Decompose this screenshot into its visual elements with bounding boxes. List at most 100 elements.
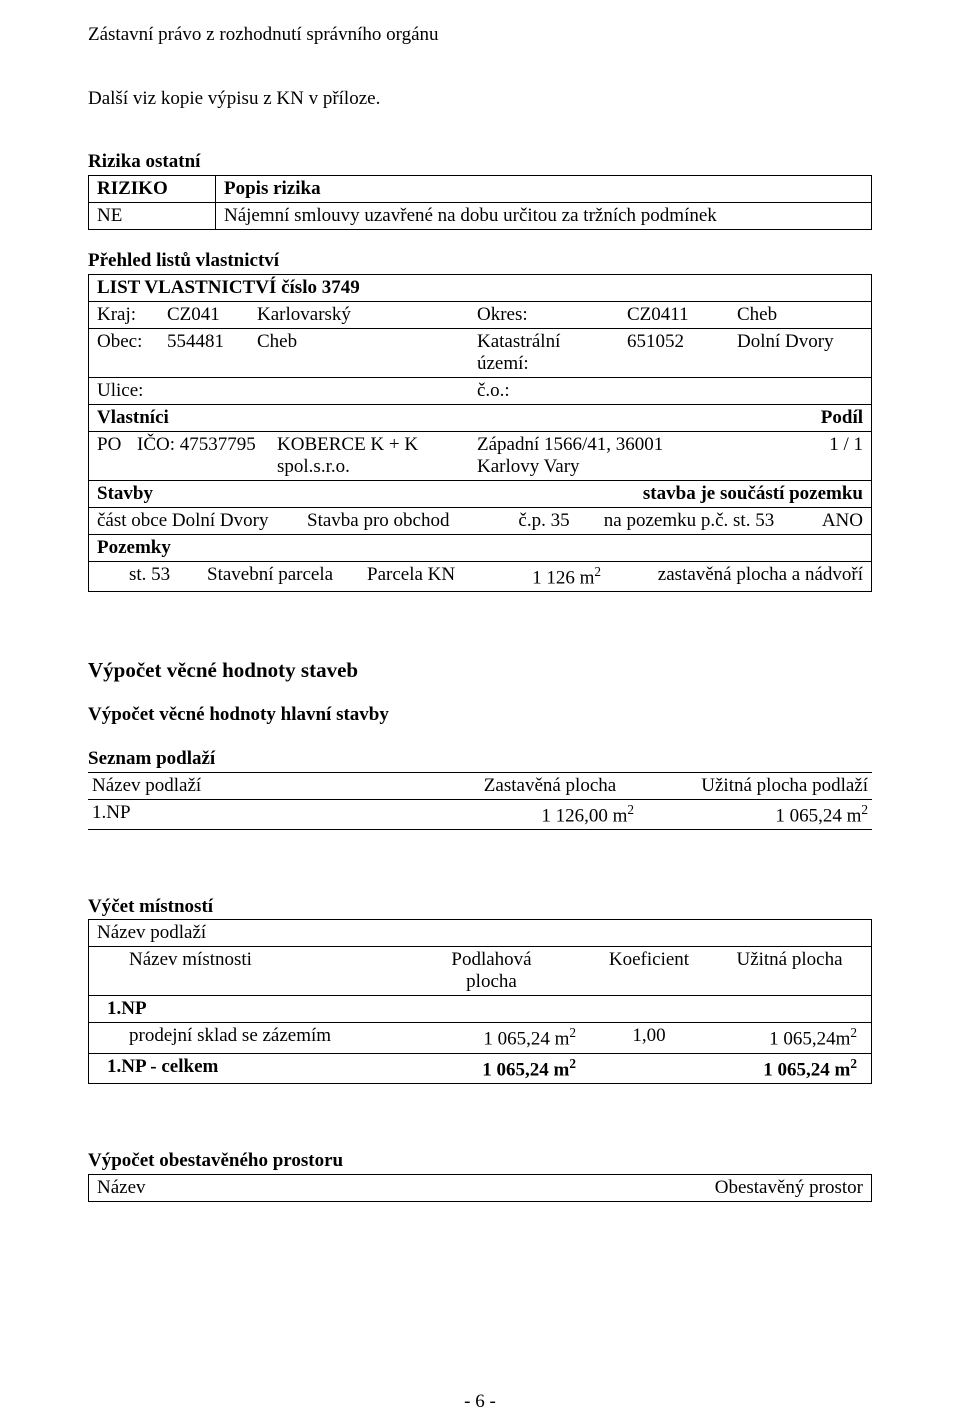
lv-owner-name1: KOBERCE K + K — [277, 434, 461, 456]
risks-table: RIZIKO Popis rizika NE Nájemní smlouvy u… — [88, 175, 872, 230]
lv-owner-typ: PO — [89, 432, 129, 458]
lv-owner-podil: 1 / 1 — [709, 432, 871, 458]
lv-stavba-ano: ANO — [789, 508, 871, 534]
rooms-subheader-row: Název místnosti Podlahová plocha Koefici… — [89, 946, 871, 995]
rooms-item-name: prodejní sklad se zázemím — [89, 1023, 399, 1052]
risks-cell-code: NE — [89, 202, 216, 229]
heading-calc-hlavni: Výpočet věcné hodnoty hlavní stavby — [88, 702, 872, 728]
risks-cell-desc: Nájemní smlouvy uzavřené na dobu určitou… — [216, 202, 872, 229]
lv-stavby-note: stavba je součástí pozemku — [635, 481, 871, 507]
lv-stavba-cast: část obce Dolní Dvory — [89, 508, 299, 534]
lv-obec-label: Obec: — [89, 329, 159, 377]
sp-c1: 1.NP — [88, 799, 436, 829]
rooms-total-area: 1 065,24 m2 — [399, 1054, 584, 1083]
sp-h2: Zastavěná plocha — [436, 772, 664, 799]
page: Zástavní právo z rozhodnutí správního or… — [0, 0, 960, 1425]
rooms-group: 1.NP — [89, 996, 871, 1022]
lv-table: LIST VLASTNICTVÍ číslo 3749 Kraj: CZ041 … — [88, 274, 872, 592]
lv-owner-row: PO IČO: 47537795 KOBERCE K + K spol.s.r.… — [89, 431, 871, 480]
lv-ku-code: 651052 — [619, 329, 729, 377]
lv-pozemky-header: Pozemky — [89, 534, 871, 561]
lien-type-line: Zástavní právo z rozhodnutí správního or… — [88, 22, 872, 48]
lv-title-row: LIST VLASTNICTVÍ číslo 3749 — [89, 274, 871, 301]
rooms-table: Název podlaží Název místnosti Podlahová … — [88, 919, 872, 1084]
spacer — [88, 1084, 872, 1148]
lv-ku-label: Katastrální území: — [469, 329, 619, 377]
seznam-podlazi-table: Název podlaží Zastavěná plocha Užitná pl… — [88, 772, 872, 830]
spacer — [88, 111, 872, 149]
attachment-note: Další viz kopie výpisu z KN v příloze. — [88, 86, 872, 112]
lv-obec-row: Obec: 554481 Cheb Katastrální území: 651… — [89, 328, 871, 377]
rooms-total-area-exp: 2 — [569, 1056, 576, 1071]
risks-heading: Rizika ostatní — [88, 149, 872, 175]
rooms-total-row: 1.NP - celkem 1 065,24 m2 1 065,24 m2 — [89, 1053, 871, 1083]
rooms-header-row: Název podlaží — [89, 920, 871, 946]
lv-pozemek-vymera-val: 1 126 m — [532, 567, 594, 588]
lv-obec-name: Cheb — [249, 329, 469, 377]
lv-heading: Přehled listů vlastnictví — [88, 248, 872, 274]
obestaveny-col2: Obestavěný prostor — [707, 1175, 871, 1201]
rooms-item-coef: 1,00 — [584, 1023, 714, 1052]
sp-c2-exp: 2 — [627, 802, 634, 817]
lv-pozemek-vyuz: zastavěná plocha a nádvoří — [609, 562, 871, 591]
rooms-item-uz-val: 1 065,24m — [769, 1029, 850, 1050]
lv-owner-name: KOBERCE K + K spol.s.r.o. — [269, 432, 469, 480]
rooms-total-uz-exp: 2 — [850, 1056, 857, 1071]
heading-obestaveny: Výpočet obestavěného prostoru — [88, 1148, 872, 1174]
rooms-total-area-val: 1 065,24 m — [482, 1059, 569, 1080]
rooms-sub-c2: Podlahová plocha — [399, 947, 584, 995]
lv-pozemky-label: Pozemky — [89, 535, 871, 561]
obestaveny-col1: Název — [89, 1175, 707, 1201]
lv-kraj-name: Karlovarský — [249, 302, 469, 328]
sp-h3: Užitná plocha podlaží — [664, 772, 872, 799]
rooms-sub-c4: Užitná plocha — [714, 947, 871, 973]
risks-header-row: RIZIKO Popis rizika — [89, 175, 872, 202]
rooms-item-area-val: 1 065,24 m — [483, 1029, 569, 1050]
lv-kraj-row: Kraj: CZ041 Karlovarský Okres: CZ0411 Ch… — [89, 301, 871, 328]
lv-title: LIST VLASTNICTVÍ číslo 3749 — [89, 275, 871, 301]
risks-row: NE Nájemní smlouvy uzavřené na dobu urči… — [89, 202, 872, 229]
sp-c3: 1 065,24 m2 — [664, 799, 872, 829]
lv-ku-name: Dolní Dvory — [729, 329, 871, 377]
rooms-group-row: 1.NP — [89, 995, 871, 1022]
sp-c3-val: 1 065,24 m — [775, 805, 861, 826]
risks-header-popis: Popis rizika — [216, 175, 872, 202]
rooms-item-area-exp: 2 — [569, 1025, 576, 1040]
lv-stavba-row: část obce Dolní Dvory Stavba pro obchod … — [89, 507, 871, 534]
lv-pozemek-vymera-exp: 2 — [594, 564, 601, 579]
heading-rooms: Výčet místností — [88, 894, 872, 920]
rooms-item-area: 1 065,24 m2 — [399, 1023, 584, 1052]
lv-okres-code: CZ0411 — [619, 302, 729, 328]
lv-ulice-label: Ulice: — [89, 378, 469, 404]
lv-owner-ico-value: 47537795 — [180, 434, 256, 455]
lv-kraj-label: Kraj: — [89, 302, 159, 328]
lv-stavba-cp: č.p. 35 — [499, 508, 589, 534]
sp-data-row: 1.NP 1 126,00 m2 1 065,24 m2 — [88, 799, 872, 829]
lv-vlastnici-label: Vlastníci — [89, 405, 771, 431]
rooms-sub-c1: Název místnosti — [89, 947, 399, 973]
lv-pozemek-row: st. 53 Stavební parcela Parcela KN 1 126… — [89, 561, 871, 591]
rooms-item-uz: 1 065,24m2 — [714, 1023, 871, 1052]
spacer — [88, 830, 872, 894]
sp-c3-exp: 2 — [861, 802, 868, 817]
heading-calc-staveb: Výpočet věcné hodnoty staveb — [88, 656, 872, 684]
lv-pozemek-id: st. 53 — [89, 562, 199, 591]
sp-c2-val: 1 126,00 m — [541, 805, 627, 826]
rooms-item-row: prodejní sklad se zázemím 1 065,24 m2 1,… — [89, 1022, 871, 1052]
page-footer: - 6 - — [0, 1391, 960, 1413]
lv-obec-code: 554481 — [159, 329, 249, 377]
lv-owners-header: Vlastníci Podíl — [89, 404, 871, 431]
lv-stavby-label: Stavby — [89, 481, 635, 507]
lv-pozemek-druh: Stavební parcela — [199, 562, 359, 591]
lv-owner-ico: IČO: 47537795 — [129, 432, 269, 458]
sp-header-row: Název podlaží Zastavěná plocha Užitná pl… — [88, 772, 872, 799]
heading-seznam-podlazi: Seznam podlaží — [88, 746, 872, 772]
spacer — [88, 592, 872, 656]
spacer — [88, 230, 872, 248]
rooms-sub-c3: Koeficient — [584, 947, 714, 973]
spacer — [88, 728, 872, 746]
lv-co-label: č.o.: — [469, 378, 871, 404]
lv-pozemek-parcela: Parcela KN — [359, 562, 489, 591]
risks-header-riziko: RIZIKO — [89, 175, 216, 202]
rooms-sub-c2a: Podlahová — [407, 949, 576, 971]
